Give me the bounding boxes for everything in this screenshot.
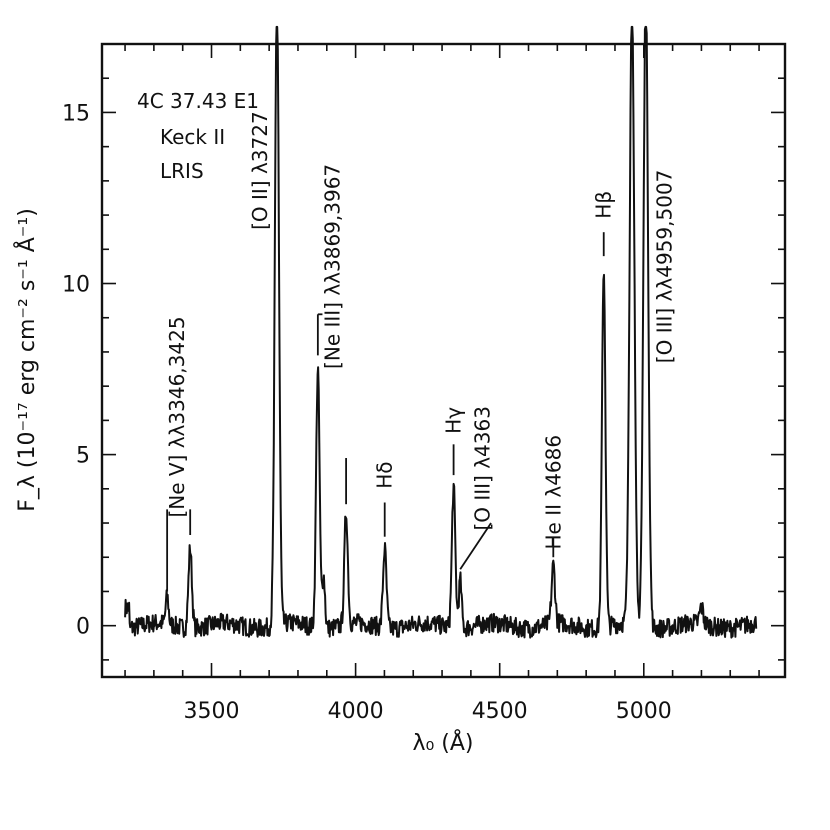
line-label-o2: [O II] λ3727	[248, 111, 272, 230]
line-label-he2: He II λ4686	[541, 435, 565, 550]
y-tick-label-10: 10	[62, 273, 90, 298]
spectrum-line	[124, 25, 758, 639]
line-label-hbeta: Hβ	[592, 191, 616, 219]
plot-frame	[100, 42, 787, 679]
y-tick-label-5: 5	[76, 444, 90, 469]
x-tick-label-4500: 4500	[472, 699, 528, 724]
y-tick-label-0: 0	[76, 615, 90, 640]
x-axis-label: λ₀ (Å)	[412, 729, 473, 756]
x-tick-label-5000: 5000	[616, 699, 672, 724]
y-tick-label-15: 15	[62, 101, 90, 126]
line-label-hgamma: Hγ	[442, 407, 466, 434]
line-annotation-ticks	[166, 232, 605, 592]
annotation-tick-5-0	[459, 522, 492, 570]
line-label-hdelta: Hδ	[373, 461, 397, 488]
line-label-o3-doublet: [O III] λλ4959,5007	[653, 170, 677, 364]
line-label-o3-4363: [O III] λ4363	[470, 406, 494, 531]
line-label-ne5: [Ne V] λλ3346,3425	[165, 316, 189, 517]
corner-label-instrument: LRIS	[160, 159, 204, 183]
x-tick-label-3500: 3500	[184, 699, 240, 724]
corner-label-object: 4C 37.43 E1	[137, 89, 259, 113]
corner-label-telescope: Keck II	[160, 125, 225, 149]
line-label-ne3: [Ne III] λλ3869,3967	[321, 164, 345, 369]
y-axis-label: F_λ (10⁻¹⁷ erg cm⁻² s⁻¹ Å⁻¹)	[13, 208, 40, 512]
tick-marks-y	[102, 77, 785, 661]
x-tick-label-4000: 4000	[328, 699, 384, 724]
